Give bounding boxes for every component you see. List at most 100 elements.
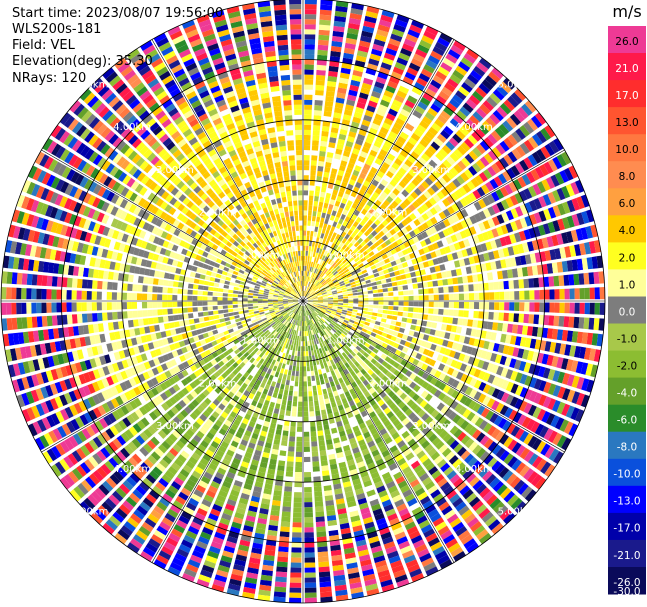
velocity-cell — [489, 292, 495, 300]
velocity-cell — [356, 244, 363, 251]
velocity-cell — [304, 4, 317, 10]
velocity-cell — [304, 587, 317, 593]
velocity-cell — [232, 304, 238, 308]
velocity-cell — [373, 354, 380, 361]
velocity-cell — [381, 584, 395, 593]
velocity-cell — [334, 258, 340, 264]
velocity-cell — [217, 564, 230, 573]
velocity-cell — [361, 386, 368, 394]
velocity-cell — [379, 428, 388, 436]
velocity-cell — [394, 94, 405, 104]
velocity-cell — [325, 500, 334, 507]
velocity-cell — [417, 101, 428, 111]
velocity-cell — [378, 223, 385, 230]
velocity-cell — [287, 456, 294, 462]
velocity-cell — [323, 299, 329, 301]
velocity-cell — [307, 281, 311, 287]
velocity-cell — [355, 106, 364, 114]
velocity-cell — [343, 547, 355, 555]
velocity-cell — [427, 537, 440, 547]
velocity-cell — [305, 292, 309, 297]
velocity-cell — [86, 313, 93, 323]
velocity-cell — [362, 215, 369, 223]
velocity-cell — [337, 404, 344, 411]
velocity-cell — [317, 337, 322, 344]
velocity-cell — [407, 438, 417, 447]
velocity-cell — [123, 521, 136, 533]
velocity-cell — [374, 113, 384, 122]
velocity-cell — [576, 258, 584, 271]
velocity-cell — [460, 384, 469, 394]
velocity-cell — [563, 167, 574, 181]
velocity-cell — [472, 429, 482, 440]
velocity-cell — [478, 210, 487, 221]
velocity-cell — [366, 588, 380, 596]
velocity-cell — [478, 339, 485, 349]
velocity-cell — [361, 328, 368, 333]
velocity-cell — [379, 346, 386, 353]
velocity-cell — [310, 165, 317, 171]
velocity-cell — [444, 408, 453, 418]
velocity-cell — [249, 437, 257, 445]
velocity-cell — [372, 476, 382, 484]
velocity-cell — [543, 428, 554, 441]
velocity-cell — [497, 173, 508, 184]
velocity-cell — [469, 377, 478, 387]
velocity-cell — [192, 307, 198, 312]
velocity-cell — [510, 92, 523, 105]
velocity-cell — [499, 508, 512, 521]
velocity-cell — [489, 412, 499, 424]
velocity-cell — [202, 526, 214, 536]
velocity-cell — [313, 390, 318, 396]
velocity-cell — [359, 348, 366, 355]
velocity-cell — [438, 90, 450, 101]
velocity-cell — [334, 200, 341, 207]
velocity-cell — [474, 174, 484, 185]
velocity-cell — [464, 195, 473, 205]
velocity-cell — [334, 584, 347, 592]
velocity-cell — [343, 301, 349, 304]
velocity-cell — [335, 331, 341, 337]
velocity-cell — [273, 591, 286, 598]
velocity-cell — [438, 363, 446, 371]
velocity-cell — [326, 344, 331, 351]
velocity-cell — [248, 442, 256, 450]
velocity-cell — [402, 145, 412, 154]
velocity-cell — [538, 314, 545, 325]
velocity-cell — [545, 413, 556, 426]
velocity-cell — [363, 298, 369, 301]
velocity-cell — [287, 370, 292, 376]
velocity-cell — [286, 374, 291, 381]
velocity-cell — [371, 48, 383, 57]
velocity-cell — [523, 121, 535, 134]
velocity-cell — [553, 138, 564, 151]
velocity-cell — [418, 248, 425, 256]
velocity-cell — [515, 385, 524, 396]
velocity-cell — [510, 208, 519, 219]
velocity-cell — [296, 441, 303, 447]
velocity-cell — [481, 407, 490, 418]
velocity-cell — [428, 288, 434, 294]
velocity-cell — [303, 180, 309, 186]
velocity-cell — [521, 174, 531, 186]
velocity-cell — [369, 95, 380, 104]
velocity-cell — [397, 311, 403, 317]
velocity-cell — [344, 233, 350, 240]
velocity-cell — [487, 166, 497, 177]
velocity-cell — [462, 102, 474, 113]
velocity-cell — [393, 122, 403, 131]
velocity-cell — [578, 273, 585, 285]
velocity-cell — [198, 392, 207, 400]
velocity-cell — [517, 267, 524, 278]
velocity-cell — [365, 348, 372, 355]
velocity-cell — [473, 213, 482, 223]
velocity-cell — [228, 494, 238, 502]
velocity-cell — [328, 324, 333, 330]
velocity-cell — [209, 402, 217, 410]
velocity-cell — [336, 312, 342, 316]
velocity-cell — [129, 538, 143, 550]
velocity-cell — [579, 243, 587, 256]
velocity-cell — [194, 448, 204, 457]
velocity-cell — [446, 397, 455, 407]
velocity-cell — [331, 473, 340, 480]
